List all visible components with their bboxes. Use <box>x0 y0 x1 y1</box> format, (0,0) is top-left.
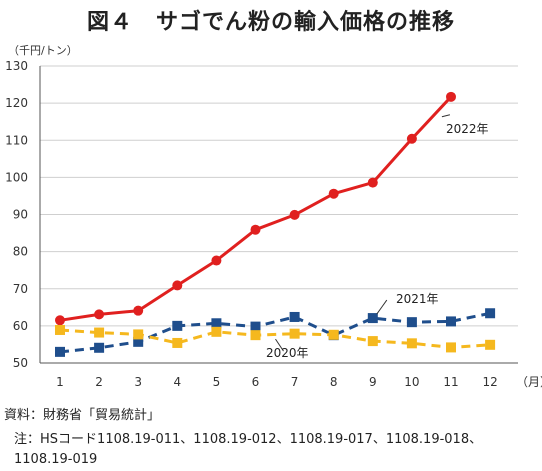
series-0-point-6 <box>289 209 300 220</box>
series-0-point-10 <box>446 91 456 102</box>
note-line: 注：HSコード1108.19-011、1108.19-012、1108.19-0… <box>14 430 534 470</box>
x-axis-label: （月） <box>516 375 542 389</box>
series-labels: 2022年 2021年 2020年 <box>266 114 489 360</box>
series-1-point-0 <box>55 346 65 357</box>
x-tick-1: 1 <box>56 375 64 389</box>
series-label-2020: 2020年 <box>266 346 309 360</box>
y-tick-90: 90 <box>13 208 28 222</box>
series-label-2022: 2022年 <box>446 122 489 136</box>
x-tick-6: 6 <box>252 375 260 389</box>
series-1-point-8 <box>367 313 378 324</box>
x-tick-5: 5 <box>213 375 221 389</box>
x-tick-10: 10 <box>404 375 419 389</box>
series-2-point-7 <box>328 329 339 340</box>
series-0-point-0 <box>55 315 65 326</box>
series-0-point-9 <box>406 133 417 144</box>
series-2-point-9 <box>406 338 417 349</box>
source-text: 財務省「貿易統計」 <box>43 408 161 423</box>
series-1-point-9 <box>406 317 417 328</box>
y-tick-100: 100 <box>5 170 28 184</box>
series-line-2 <box>59 328 491 349</box>
note-text: HSコード1108.19-011、1108.19-012、1108.19-017… <box>14 432 483 467</box>
source-line: 資料：財務省「貿易統計」 <box>4 404 160 423</box>
series-2-point-6 <box>289 328 300 339</box>
series-2-point-11 <box>485 339 496 350</box>
x-tick-11: 11 <box>443 375 458 389</box>
series-line-0 <box>59 95 453 322</box>
series-0-point-8 <box>367 177 378 188</box>
x-tick-12: 12 <box>482 375 497 389</box>
y-axis-unit-label: （千円/トン） <box>8 44 78 57</box>
series-2-point-8 <box>367 336 378 347</box>
x-tick-8: 8 <box>330 375 338 389</box>
series-0-point-1 <box>94 309 105 320</box>
series-0-point-3 <box>172 280 183 291</box>
grid-lines <box>40 65 518 327</box>
y-tick-110: 110 <box>5 133 28 147</box>
source-label: 資料： <box>4 408 44 423</box>
y-tick-130: 130 <box>5 59 28 73</box>
series-1-point-4 <box>211 318 222 329</box>
series-1-point-2 <box>133 336 144 347</box>
x-tick-7: 7 <box>291 375 299 389</box>
axes <box>39 66 518 364</box>
series-2-point-2 <box>133 329 144 340</box>
series-2-point-1 <box>94 327 105 338</box>
label-leader-2020 <box>275 338 284 352</box>
series-0-point-2 <box>133 305 144 316</box>
y-tick-50: 50 <box>13 356 28 370</box>
series-2-point-4 <box>211 326 222 337</box>
y-tick-70: 70 <box>13 282 28 296</box>
label-leader-2022 <box>441 114 451 118</box>
y-tick-60: 60 <box>13 319 28 333</box>
series-1-point-6 <box>289 311 300 322</box>
y-tick-120: 120 <box>5 96 28 110</box>
x-tick-2: 2 <box>95 375 103 389</box>
series-1-point-1 <box>94 342 105 353</box>
chart-title: 図４ サゴでん粉の輸入価格の推移 <box>86 10 455 35</box>
series-2-point-3 <box>172 337 183 348</box>
series-1-point-5 <box>250 321 261 332</box>
series-1-point-10 <box>446 316 456 327</box>
series-2-point-5 <box>250 330 261 341</box>
series-0-point-7 <box>328 188 339 199</box>
series-0-point-5 <box>250 224 261 235</box>
series-label-2021: 2021年 <box>396 292 439 306</box>
series-2-point-0 <box>55 324 65 335</box>
note-label: 注： <box>14 432 41 447</box>
series-1-point-11 <box>485 308 496 319</box>
x-tick-3: 3 <box>134 375 142 389</box>
series-2-point-10 <box>446 342 456 353</box>
y-tick-80: 80 <box>13 245 28 259</box>
series-0-point-4 <box>211 255 222 266</box>
series-group <box>55 91 496 357</box>
label-leader-2021 <box>376 299 388 315</box>
x-tick-4: 4 <box>173 375 181 389</box>
series-1-point-3 <box>172 320 183 331</box>
y-tick-labels: 50 60 70 80 90 100 110 120 130 <box>5 59 28 370</box>
x-tick-9: 9 <box>369 375 377 389</box>
